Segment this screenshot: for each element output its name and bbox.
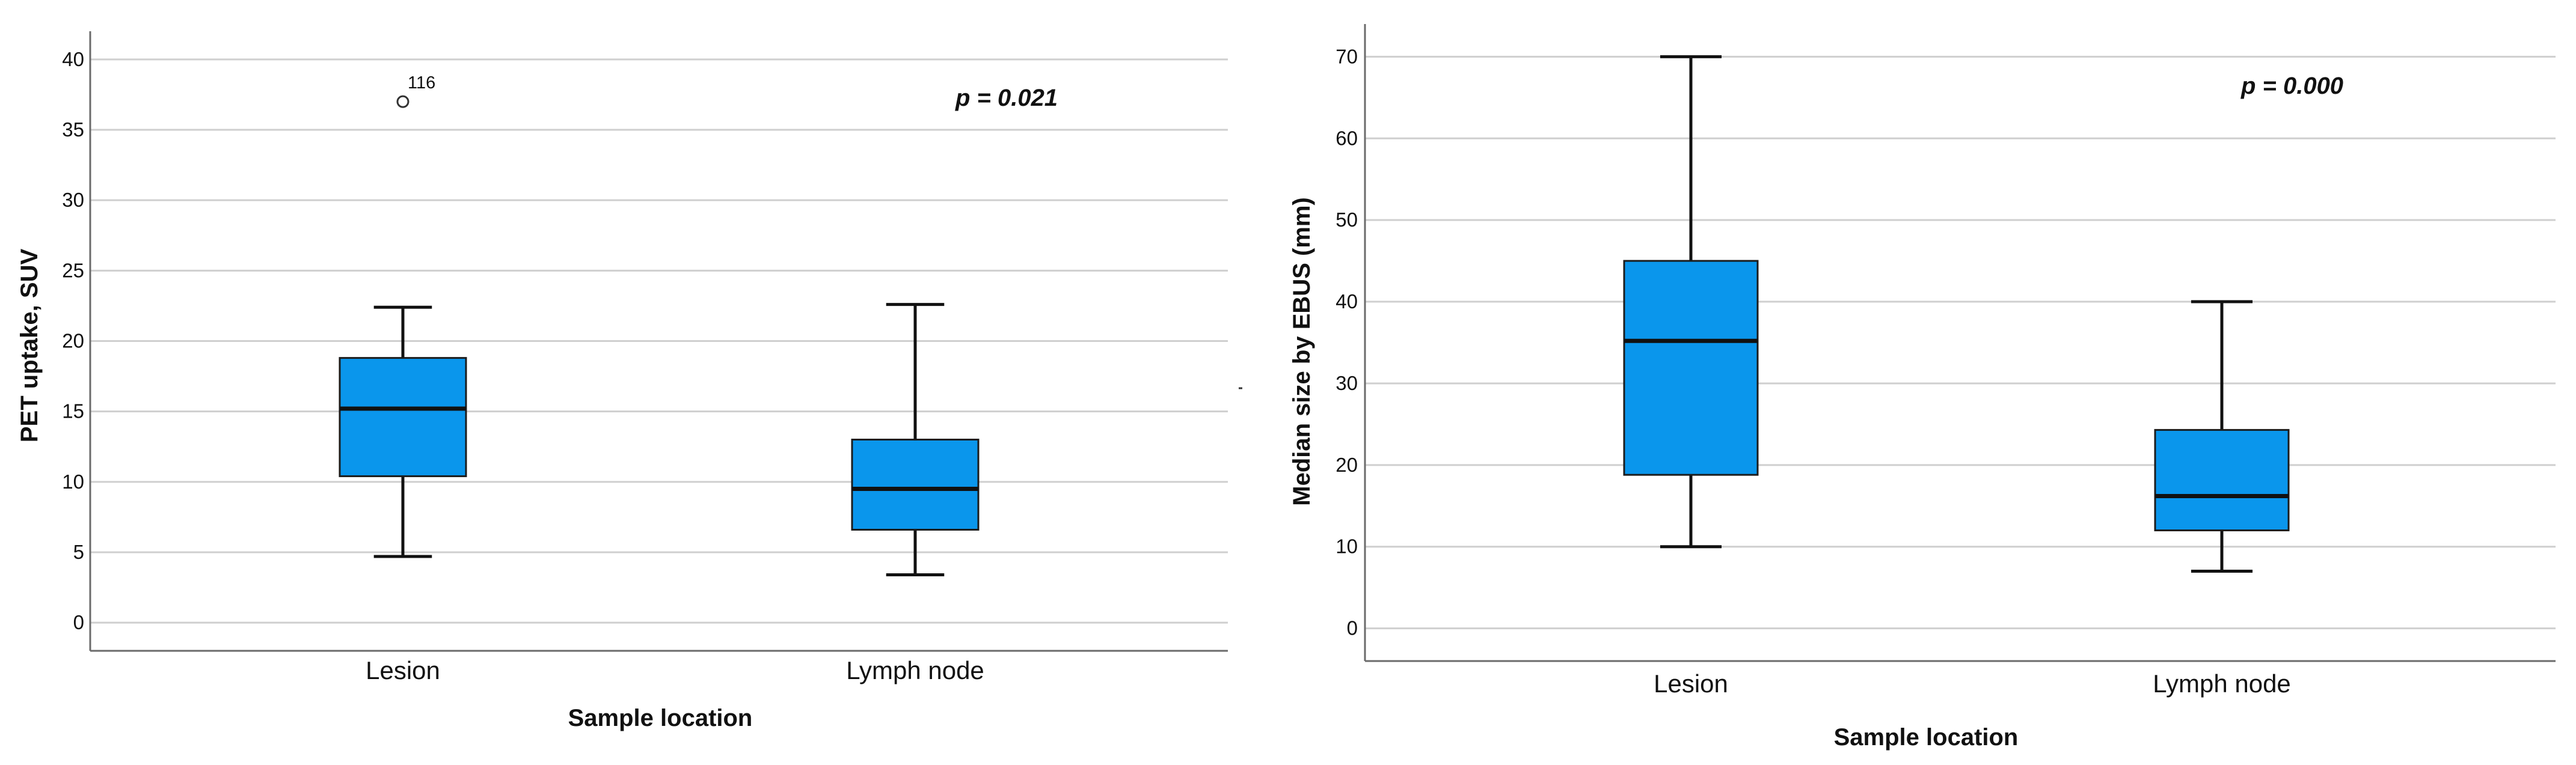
chart-1-boxes — [1623, 55, 2290, 573]
y-tick-label: 30 — [62, 189, 84, 211]
chart-1-grid — [1365, 55, 2556, 630]
y-tick-label: 0 — [73, 611, 84, 633]
chart-0-xlabel: Sample location — [568, 705, 753, 731]
y-tick-label: 20 — [1336, 454, 1358, 476]
y-tick-label: 10 — [1336, 535, 1358, 558]
y-tick-label: 35 — [62, 118, 84, 141]
box-iqr — [2154, 428, 2290, 532]
chart-0-p-value: p = 0.021 — [955, 85, 1058, 111]
outlier-point — [396, 95, 409, 108]
chart-pet-uptake: 0 5 10 15 20 25 30 35 40 116 Lesion Lymph node Sa… — [16, 31, 1228, 731]
chart-1-axes — [1364, 24, 2556, 662]
y-tick-label: 70 — [1336, 45, 1358, 67]
chart-0-grid — [90, 58, 1228, 624]
box-iqr — [339, 357, 467, 477]
y-tick-label: 10 — [62, 471, 84, 493]
chart-1-xlabel: Sample location — [1834, 724, 2019, 751]
y-tick-label: 60 — [1336, 127, 1358, 149]
chart-0-boxes — [339, 303, 980, 576]
chart-0-outliers: 116 — [396, 73, 435, 108]
y-tick-label: 20 — [62, 330, 84, 352]
x-category-label: Lesion — [1654, 669, 1728, 698]
outlier-label: 116 — [408, 73, 435, 93]
chart-0-ylabel: PET uptake, SUV — [16, 249, 43, 443]
chart-0-categories: Lesion Lymph node — [366, 656, 984, 684]
chart-1-ticks: 0 10 20 30 40 50 60 70 — [1336, 45, 1358, 639]
chart-1-p-value: p = 0.000 — [2240, 73, 2343, 99]
y-tick-label: 25 — [62, 259, 84, 281]
y-tick-label: 40 — [62, 48, 84, 70]
chart-0-ticks: 0 5 10 15 20 25 30 35 40 — [62, 48, 84, 633]
y-tick-label: 5 — [73, 541, 84, 563]
y-tick-label: 50 — [1336, 209, 1358, 231]
y-tick-label: 15 — [62, 400, 84, 422]
chart-1-ylabel: Median size by EBUS (mm) — [1289, 197, 1315, 505]
chart-0-axes — [89, 31, 1228, 652]
y-tick-label: 30 — [1336, 372, 1358, 394]
box-iqr — [1623, 260, 1759, 476]
chart-ebus-size: 0 10 20 30 40 50 60 70 Lesion Lymph node Sample … — [1289, 24, 2556, 751]
y-tick-label: 40 — [1336, 290, 1358, 312]
x-category-label: Lymph node — [2153, 669, 2291, 698]
x-category-label: Lymph node — [846, 656, 984, 684]
y-tick-label: 0 — [1347, 617, 1358, 639]
x-category-label: Lesion — [366, 656, 440, 684]
chart-1-categories: Lesion Lymph node — [1654, 669, 2291, 698]
box-iqr — [851, 439, 980, 531]
